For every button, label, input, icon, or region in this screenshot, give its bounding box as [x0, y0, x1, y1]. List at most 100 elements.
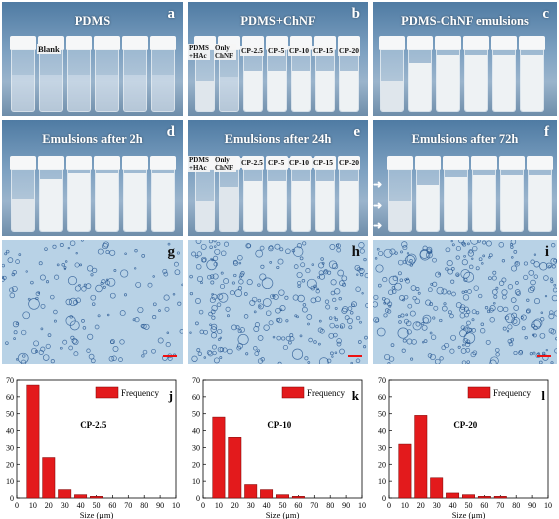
- bubble: [174, 269, 181, 276]
- bubble: [152, 302, 157, 307]
- bubble: [261, 277, 274, 290]
- bubble: [292, 246, 304, 257]
- bubble: [177, 301, 182, 306]
- bubble: [488, 253, 493, 258]
- bubble: [493, 301, 496, 305]
- bubble: [533, 274, 538, 279]
- bubble: [513, 350, 518, 356]
- bubble: [507, 324, 513, 330]
- panel-letter: c: [542, 6, 549, 22]
- bubble: [451, 243, 455, 247]
- bubble: [491, 275, 497, 281]
- x-tick-label: 20: [231, 501, 239, 510]
- bubble: [213, 255, 219, 261]
- legend-swatch: [95, 386, 119, 399]
- bubble: [318, 270, 324, 276]
- bubble: [253, 346, 258, 351]
- histogram-k-svg: 0 10 20 30 40 50 60 70 0 10 20 30 40 50 60 70 80 90 10 Freq…: [192, 376, 366, 519]
- bubble: [329, 244, 336, 250]
- bubble: [397, 315, 401, 319]
- bubble: [435, 271, 442, 278]
- bubble: [489, 317, 495, 323]
- scale-bar: [163, 355, 177, 357]
- panel-letter: l: [541, 388, 545, 403]
- x-tick-label: 10: [544, 501, 552, 510]
- bubble: [387, 361, 391, 364]
- bubble: [475, 310, 480, 315]
- bubble: [52, 244, 57, 249]
- bubble: [257, 303, 264, 310]
- bubble: [400, 250, 403, 254]
- bubble: [239, 272, 244, 277]
- bubble: [445, 267, 449, 271]
- y-tick-label: 50: [6, 410, 14, 419]
- bubble: [410, 357, 414, 361]
- bubble: [87, 333, 94, 340]
- bubble: [482, 240, 487, 245]
- bubble: [520, 314, 527, 321]
- bubble: [348, 325, 353, 330]
- bubble: [501, 289, 508, 296]
- bubble: [152, 275, 155, 278]
- bubble: [392, 275, 398, 281]
- bubble: [360, 268, 363, 271]
- bubble: [433, 305, 439, 311]
- bubble: [359, 320, 362, 324]
- bubble: [388, 275, 398, 286]
- bubble: [399, 278, 404, 282]
- y-tick-label: 50: [192, 410, 200, 419]
- bubble: [227, 348, 233, 355]
- arrow-right-icon: ➜: [373, 179, 383, 191]
- bubble: [195, 264, 202, 270]
- x-tick-label: 90: [528, 501, 536, 510]
- bubble: [276, 317, 283, 324]
- bubble: [134, 317, 140, 323]
- panel-letter: e: [353, 124, 360, 140]
- bubble: [134, 249, 138, 253]
- bubble: [470, 351, 476, 358]
- bubble: [306, 314, 313, 320]
- bubble: [533, 261, 540, 268]
- bubble: [297, 280, 302, 286]
- bubble: [284, 295, 289, 300]
- vial: [407, 36, 433, 112]
- bubble: [257, 298, 262, 303]
- x-tick-label: 70: [124, 501, 132, 510]
- sample-annotation: CP-2.5: [80, 420, 107, 430]
- panel-title: PDMS+ChNF: [240, 14, 316, 28]
- bubble: [220, 271, 224, 275]
- bubble: [502, 326, 507, 331]
- bubble: [54, 274, 60, 280]
- x-tick-label: 30: [61, 501, 69, 510]
- bubble: [460, 348, 467, 354]
- bubble: [35, 291, 40, 296]
- bubble: [207, 274, 212, 280]
- histogram-bar: [276, 494, 289, 499]
- bubble: [526, 309, 530, 314]
- bubble: [330, 290, 336, 296]
- bubble: [141, 254, 146, 258]
- x-tick-label: 70: [496, 501, 504, 510]
- bubble: [467, 242, 470, 246]
- bubble: [233, 273, 237, 278]
- bubble: [68, 345, 74, 351]
- bubble: [296, 243, 302, 249]
- bubble: [507, 284, 514, 290]
- x-tick-label: 60: [294, 501, 302, 510]
- bubble: [313, 340, 317, 344]
- bubble: [528, 287, 534, 294]
- bubble: [318, 319, 322, 323]
- histogram-bar: [26, 384, 40, 499]
- vial-label-blank: Blank: [37, 44, 61, 54]
- bubble: [59, 346, 63, 350]
- bubble: [466, 327, 472, 333]
- bubble: [359, 272, 364, 277]
- bubble: [44, 247, 48, 251]
- bubble: [351, 301, 357, 308]
- bubble: [289, 336, 295, 342]
- bubble: [409, 310, 416, 317]
- bubble: [216, 241, 221, 246]
- bubble: [531, 333, 535, 337]
- bubble: [336, 247, 342, 253]
- bubble: [257, 349, 261, 353]
